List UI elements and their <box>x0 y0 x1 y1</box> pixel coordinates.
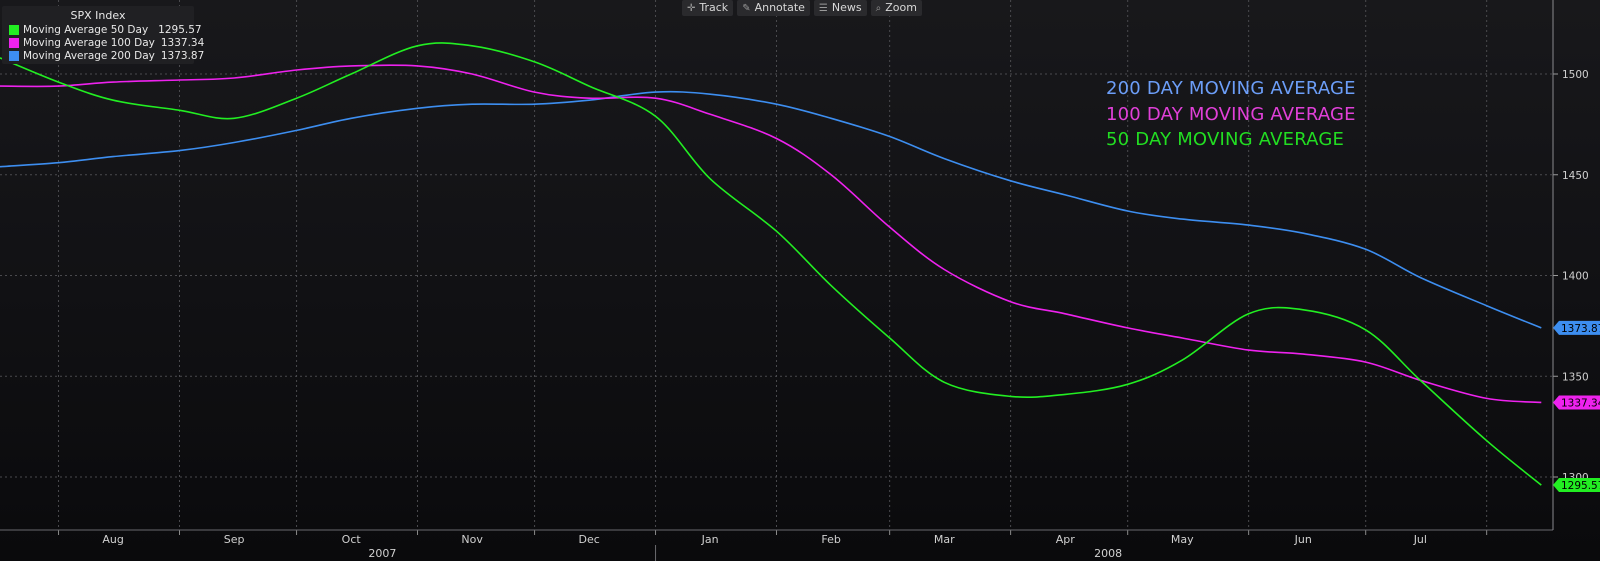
legend-item-100-day[interactable]: Moving Average 100 Day 1337.34 <box>9 36 204 49</box>
x-tick-label-may: May <box>1171 533 1194 546</box>
y-tick-label-1450: 1450 <box>1562 170 1589 182</box>
zoom-button[interactable]: ⌕ Zoom <box>870 0 922 16</box>
chart-legend: SPX Index Moving Average 50 Day 1295.57 … <box>2 6 204 64</box>
x-tick-label-apr: Apr <box>1056 533 1076 546</box>
legend-swatch-magenta <box>9 37 19 48</box>
annotation-200-day: 200 DAY MOVING AVERAGE <box>1106 78 1356 99</box>
x-tick-label-mar: Mar <box>934 533 955 546</box>
year-label-2007: 2007 <box>368 547 396 560</box>
news-label: News <box>831 1 862 14</box>
legend-label-50-day: Moving Average 50 Day <box>23 23 149 36</box>
legend-item-50-day[interactable]: Moving Average 50 Day 1295.57 <box>9 23 202 36</box>
last-value-label-50-day: 1295.57 <box>1561 480 1600 492</box>
legend-label-200-day: Moving Average 200 Day <box>23 49 155 62</box>
magnifier-icon: ⌕ <box>875 3 882 14</box>
x-tick-label-oct: Oct <box>342 533 362 546</box>
x-tick-label-jun: Jun <box>1294 533 1312 546</box>
last-value-label-100-day: 1337.34 <box>1561 397 1600 409</box>
last-value-label-200-day: 1373.87 <box>1561 323 1600 335</box>
legend-value-200-day: 1373.87 <box>160 49 205 62</box>
x-tick-label-dec: Dec <box>579 533 600 546</box>
legend-swatch-green <box>9 24 19 35</box>
last-value-flag-50-day <box>1553 478 1600 493</box>
x-tick-label-jan: Jan <box>701 533 719 546</box>
annotation-100-day: 100 DAY MOVING AVERAGE <box>1106 104 1356 125</box>
legend-title: SPX Index <box>70 9 126 22</box>
last-value-flag-200-day <box>1553 320 1600 335</box>
series-line-200-day <box>0 90 1542 329</box>
track-label: Track <box>699 1 729 14</box>
crosshair-icon: ✛ <box>687 3 696 14</box>
legend-swatch-blue <box>9 50 19 61</box>
zoom-label: Zoom <box>885 1 917 14</box>
x-tick-label-nov: Nov <box>461 533 483 546</box>
annotate-label: Annotate <box>754 1 805 14</box>
legend-value-100-day: 1337.34 <box>160 36 205 49</box>
news-icon: ☰ <box>818 3 828 14</box>
annotate-button[interactable]: ✎ Annotate <box>737 0 810 16</box>
chart-toolbar: ✛ Track ✎ Annotate ☰ News ⌕ Zoom <box>682 0 922 16</box>
y-tick-label-1350: 1350 <box>1562 371 1589 383</box>
x-tick-label-feb: Feb <box>821 533 840 546</box>
track-button[interactable]: ✛ Track <box>682 0 734 16</box>
legend-item-200-day[interactable]: Moving Average 200 Day 1373.87 <box>9 49 204 62</box>
year-label-2008: 2008 <box>1094 547 1122 560</box>
legend-label-100-day: Moving Average 100 Day <box>23 36 155 49</box>
y-tick-label-1500: 1500 <box>1562 69 1589 81</box>
annotation-50-day: 50 DAY MOVING AVERAGE <box>1106 129 1345 150</box>
y-tick-label-1400: 1400 <box>1562 271 1589 283</box>
x-tick-label-aug: Aug <box>102 533 123 546</box>
pencil-icon: ✎ <box>742 3 751 14</box>
x-tick-label-sep: Sep <box>224 533 245 546</box>
last-value-flag-100-day <box>1553 395 1600 410</box>
x-tick-label-jul: Jul <box>1413 533 1427 546</box>
series-line-50-day <box>0 42 1542 486</box>
series-line-100-day <box>0 64 1542 404</box>
legend-value-50-day: 1295.57 <box>158 23 202 36</box>
news-button[interactable]: ☰ News <box>813 0 867 16</box>
